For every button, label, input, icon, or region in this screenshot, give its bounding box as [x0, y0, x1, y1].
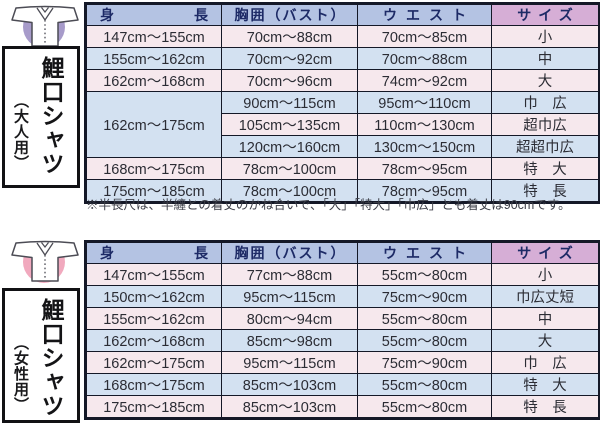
- table-cell: 120cm〜160cm: [221, 135, 358, 158]
- table-cell: 80cm〜94cm: [221, 307, 358, 330]
- table-cell: 162cm〜168cm: [85, 69, 222, 92]
- table-row: 155cm〜162cm 80cm〜94cm 55cm〜80cm 中: [85, 307, 600, 330]
- table-cell: 巾 広: [491, 351, 600, 374]
- size-note: ※半長尺は、半纏との着丈のかね合いで、「大」「特大」「巾広」とも着丈は90cmで…: [86, 198, 571, 212]
- header-cell: サイズ: [491, 3, 600, 26]
- audience-label: （大人用）: [12, 93, 29, 171]
- header-cell: ウエスト: [357, 3, 492, 26]
- table-cell: 168cm〜175cm: [85, 373, 222, 396]
- table-cell: 55cm〜80cm: [357, 395, 492, 419]
- header-cell: 胸囲（バスト）: [221, 241, 358, 264]
- table-cell: 特 長: [491, 395, 600, 419]
- table-cell: 175cm〜185cm: [85, 179, 222, 203]
- table-cell: 155cm〜162cm: [85, 47, 222, 70]
- table-cell: 162cm〜175cm: [85, 91, 222, 158]
- table-cell: 85cm〜98cm: [221, 329, 358, 352]
- table-cell: 55cm〜80cm: [357, 307, 492, 330]
- table-row: 162cm〜175cm 95cm〜115cm 75cm〜90cm 巾 広: [85, 351, 600, 374]
- table-cell: 超巾広: [491, 113, 600, 136]
- table-cell: 70cm〜88cm: [221, 25, 358, 48]
- table-cell: 78cm〜100cm: [221, 179, 358, 203]
- table-row: 147cm〜155cm 77cm〜88cm 55cm〜80cm 小: [85, 263, 600, 286]
- table-row: 168cm〜175cm 85cm〜103cm 55cm〜80cm 特 大: [85, 373, 600, 396]
- table-cell: 168cm〜175cm: [85, 157, 222, 180]
- table-cell: 75cm〜90cm: [357, 351, 492, 374]
- table-cell: 130cm〜150cm: [357, 135, 492, 158]
- table-row: 175cm〜185cm 78cm〜100cm 78cm〜95cm 特 長: [85, 179, 600, 203]
- header-row: 身長 胸囲（バスト） ウエスト サイズ: [85, 3, 600, 26]
- table-cell: 147cm〜155cm: [85, 25, 222, 48]
- header-cell: 身長: [85, 3, 222, 26]
- women-label-box: 鯉口シャツ （女性用）: [2, 288, 80, 423]
- table-row: 105cm〜135cm 110cm〜130cm 超巾広: [86, 113, 600, 136]
- table-cell: 147cm〜155cm: [85, 263, 222, 286]
- table-cell: 小: [491, 263, 600, 286]
- product-title: 鯉口シャツ: [38, 56, 64, 176]
- audience-label: （女性用）: [12, 335, 29, 413]
- table-cell: 150cm〜162cm: [85, 285, 222, 308]
- header-row: 身長 胸囲（バスト） ウエスト サイズ: [85, 241, 600, 264]
- adult-size-table: 身長 胸囲（バスト） ウエスト サイズ 147cm〜155cm 70cm〜88cm 70cm…: [84, 2, 600, 204]
- product-title: 鯉口シャツ: [38, 298, 64, 418]
- table-row: 162cm〜168cm 85cm〜98cm 55cm〜80cm 大: [85, 329, 600, 352]
- table-row: 162cm〜175cm 90cm〜115cm 95cm〜110cm 巾 広: [85, 91, 600, 158]
- table-cell: 85cm〜103cm: [221, 373, 358, 396]
- table-row: 162cm〜168cm 70cm〜96cm 74cm〜92cm 大: [85, 69, 600, 92]
- table-cell: 77cm〜88cm: [221, 263, 358, 286]
- table-cell: 70cm〜85cm: [357, 25, 492, 48]
- table-cell: 巾広丈短: [491, 285, 600, 308]
- koikuchi-shirt-icon: [11, 5, 79, 48]
- koikuchi-shirt-icon: [11, 240, 79, 283]
- table-cell: 巾 広: [491, 91, 600, 114]
- table-cell: 85cm〜103cm: [221, 395, 358, 419]
- header-cell: 身長: [85, 241, 222, 264]
- table-cell: 155cm〜162cm: [85, 307, 222, 330]
- table-row: 150cm〜162cm 95cm〜115cm 75cm〜90cm 巾広丈短: [85, 285, 600, 308]
- table-row: 175cm〜185cm 85cm〜103cm 55cm〜80cm 特 長: [85, 395, 600, 419]
- table-cell: 70cm〜88cm: [357, 47, 492, 70]
- header-cell: サイズ: [491, 241, 600, 264]
- table-cell: 95cm〜115cm: [221, 285, 358, 308]
- table-row: 155cm〜162cm 70cm〜92cm 70cm〜88cm 中: [85, 47, 600, 70]
- header-cell: ウエスト: [357, 241, 492, 264]
- table-cell: 70cm〜96cm: [221, 69, 358, 92]
- table-cell: 78cm〜95cm: [357, 179, 492, 203]
- table-cell: 大: [491, 329, 600, 352]
- table-row: 147cm〜155cm 70cm〜88cm 70cm〜85cm 小: [85, 25, 600, 48]
- table-cell: 特 大: [491, 373, 600, 396]
- table-row: 120cm〜160cm 130cm〜150cm 超超巾広: [86, 135, 600, 158]
- table-cell: 55cm〜80cm: [357, 373, 492, 396]
- table-cell: 中: [491, 307, 600, 330]
- table-cell: 55cm〜80cm: [357, 329, 492, 352]
- table-cell: 78cm〜100cm: [221, 157, 358, 180]
- table-cell: 特 長: [491, 179, 600, 203]
- table-cell: 95cm〜110cm: [357, 91, 492, 114]
- table-cell: 大: [491, 69, 600, 92]
- table-cell: 110cm〜130cm: [357, 113, 492, 136]
- table-cell: 162cm〜175cm: [85, 351, 222, 374]
- women-size-table: 身長 胸囲（バスト） ウエスト サイズ 147cm〜155cm 77cm〜88cm 55cm…: [84, 240, 600, 420]
- adult-label-box: 鯉口シャツ （大人用）: [2, 46, 80, 188]
- table-cell: 75cm〜90cm: [357, 285, 492, 308]
- table-cell: 70cm〜92cm: [221, 47, 358, 70]
- table-row: 168cm〜175cm 78cm〜100cm 78cm〜95cm 特 大: [85, 157, 600, 180]
- header-cell: 胸囲（バスト）: [221, 3, 358, 26]
- table-cell: 特 大: [491, 157, 600, 180]
- table-cell: 中: [491, 47, 600, 70]
- table-cell: 175cm〜185cm: [85, 395, 222, 419]
- table-cell: 105cm〜135cm: [221, 113, 358, 136]
- table-cell: 74cm〜92cm: [357, 69, 492, 92]
- table-cell: 55cm〜80cm: [357, 263, 492, 286]
- table-cell: 95cm〜115cm: [221, 351, 358, 374]
- table-cell: 162cm〜168cm: [85, 329, 222, 352]
- table-cell: 78cm〜95cm: [357, 157, 492, 180]
- table-cell: 90cm〜115cm: [221, 91, 358, 114]
- table-cell: 超超巾広: [491, 135, 600, 158]
- table-cell: 小: [491, 25, 600, 48]
